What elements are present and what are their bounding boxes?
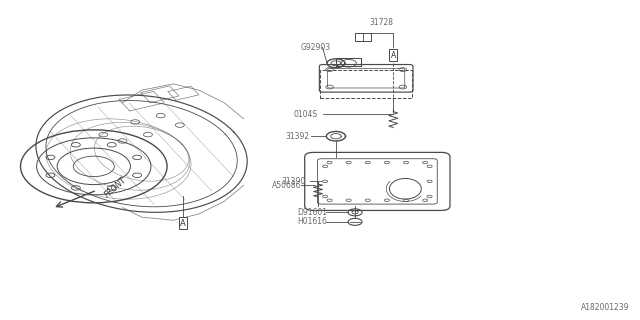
Text: FRONT: FRONT <box>103 175 129 199</box>
Text: G92903: G92903 <box>301 43 331 52</box>
Text: H01616: H01616 <box>298 217 328 226</box>
Text: D91601: D91601 <box>298 208 328 217</box>
Bar <box>355 33 371 41</box>
Text: 31390: 31390 <box>282 177 306 186</box>
Text: A182001239: A182001239 <box>580 303 629 312</box>
Text: 31728: 31728 <box>370 18 394 27</box>
Text: A: A <box>180 219 186 228</box>
Text: 0104S: 0104S <box>293 109 317 118</box>
Text: A: A <box>390 51 396 60</box>
Text: 31392: 31392 <box>285 132 309 141</box>
Text: A50686: A50686 <box>271 181 301 190</box>
